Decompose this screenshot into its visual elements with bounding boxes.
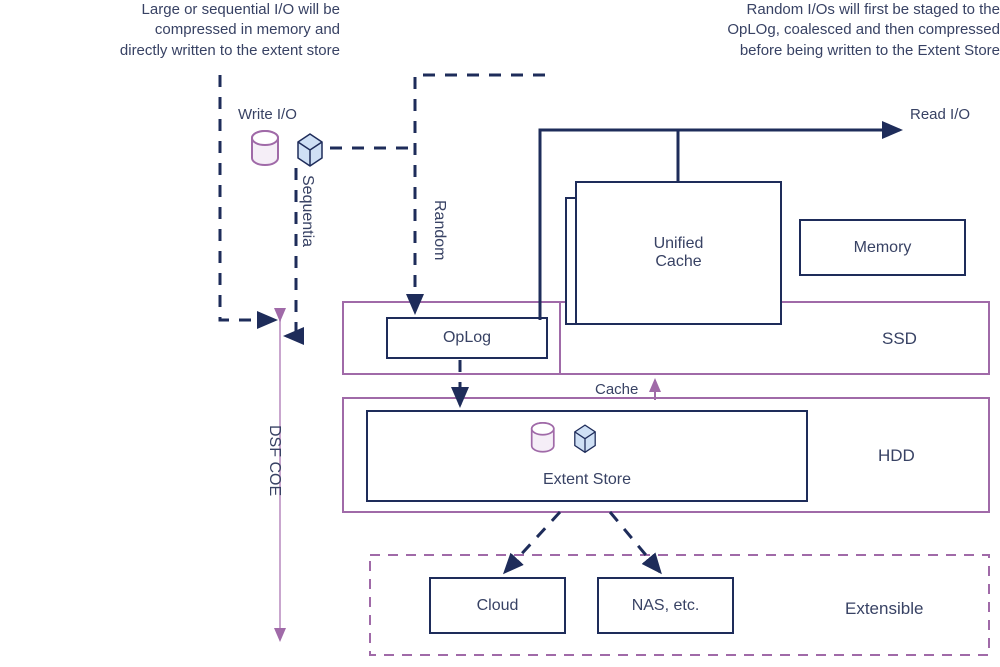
memory-box: Memory <box>800 220 965 275</box>
oplog-box: OpLog <box>387 318 547 358</box>
unified-cache-box: Unified Cache <box>576 182 781 324</box>
read-io-label: Read I/O <box>910 105 970 125</box>
cylinder-icon <box>250 130 280 166</box>
cloud-box: Cloud <box>430 578 565 633</box>
write-io-label: Write I/O <box>238 105 297 125</box>
dsf-coe-label: DSF COE <box>265 425 283 496</box>
ssd-label: SSD <box>882 328 917 351</box>
cube-icon <box>568 420 602 454</box>
sequential-label: Sequentia <box>298 175 316 247</box>
cylinder-icon <box>530 422 556 453</box>
nas-box: NAS, etc. <box>598 578 733 633</box>
caption-left: Large or sequential I/O will be compress… <box>0 0 340 61</box>
cache-label: Cache <box>595 380 638 400</box>
hdd-label: HDD <box>878 445 915 468</box>
random-label: Random <box>430 200 448 260</box>
extensible-label: Extensible <box>845 598 923 621</box>
caption-right: Random I/Os will first be staged to the … <box>530 0 1000 61</box>
cube-icon <box>290 128 330 168</box>
